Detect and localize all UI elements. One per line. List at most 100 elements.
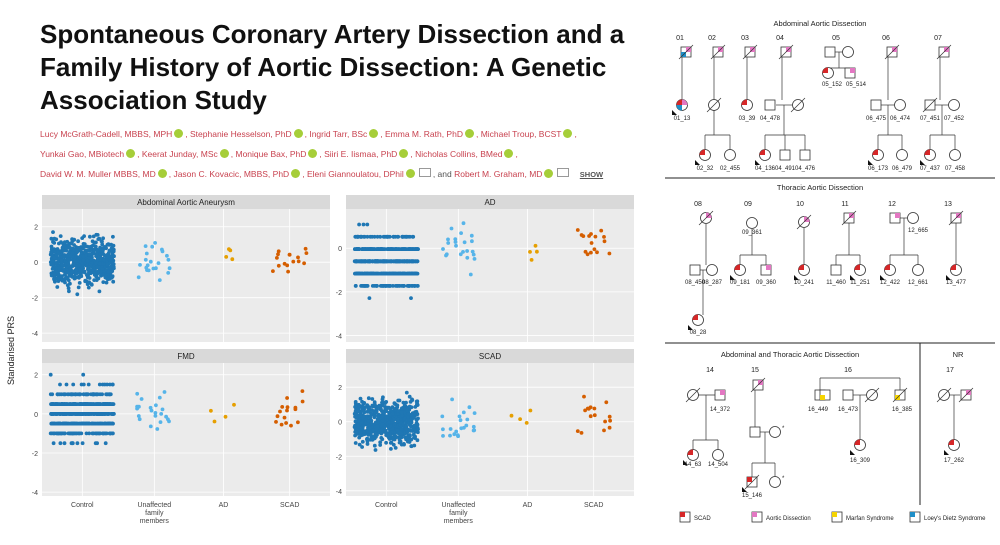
author-list: Lucy McGrath-Cadell, MBBS, MPH, Stephani… xyxy=(40,129,604,179)
data-point xyxy=(48,372,53,377)
author-link[interactable]: David W. M. Muller MBBS, MD xyxy=(40,169,169,179)
data-point xyxy=(167,266,172,271)
orcid-icon[interactable] xyxy=(174,129,184,138)
pedigree-line xyxy=(706,97,722,113)
pedigree-line xyxy=(948,210,964,226)
author-link[interactable]: Emma M. Rath, PhD xyxy=(385,129,476,139)
data-point xyxy=(607,414,612,419)
orcid-icon[interactable] xyxy=(308,149,318,158)
data-point xyxy=(157,395,162,400)
author-link[interactable]: Keerat Junday, MSc xyxy=(142,149,231,159)
data-point xyxy=(593,234,598,239)
author-link[interactable]: Ingrid Tarr, BSc xyxy=(309,129,380,139)
orcid-icon[interactable] xyxy=(219,149,229,158)
data-point xyxy=(385,433,390,438)
data-point xyxy=(403,247,407,252)
data-point xyxy=(66,257,71,261)
data-point xyxy=(365,234,370,239)
data-point xyxy=(50,259,55,264)
data-point xyxy=(397,437,402,442)
author-link[interactable]: Michael Troup, BCST xyxy=(481,129,575,139)
author-link[interactable]: Eleni Giannoulatou, DPhil xyxy=(307,168,433,179)
female-symbol xyxy=(706,264,718,276)
orcid-icon[interactable] xyxy=(405,169,415,178)
data-point xyxy=(359,421,364,425)
x-tick-label: Unaffected family members xyxy=(137,502,171,525)
orcid-icon[interactable] xyxy=(157,169,167,178)
data-point xyxy=(602,239,607,244)
proband-arrow xyxy=(683,460,688,465)
data-point xyxy=(393,446,398,450)
data-point xyxy=(66,286,71,291)
data-point xyxy=(380,419,385,423)
mail-icon[interactable] xyxy=(418,168,431,177)
data-point xyxy=(78,412,83,416)
data-point xyxy=(136,414,141,418)
data-point xyxy=(85,421,89,426)
orcid-icon[interactable] xyxy=(563,129,573,138)
data-point xyxy=(64,245,68,250)
data-point xyxy=(84,431,89,436)
data-point xyxy=(97,261,102,266)
data-point xyxy=(360,445,364,449)
data-point xyxy=(166,271,171,275)
data-point xyxy=(104,246,108,251)
author-link[interactable]: Stephanie Hesselson, PhD xyxy=(190,129,305,139)
data-point xyxy=(72,243,76,247)
data-point xyxy=(372,415,377,420)
data-point xyxy=(389,447,393,451)
data-point xyxy=(374,409,379,414)
orcid-icon[interactable] xyxy=(399,149,409,158)
data-point xyxy=(160,247,164,252)
data-point xyxy=(461,250,465,254)
author-link[interactable]: Robert M. Graham, MD xyxy=(454,168,571,179)
data-point xyxy=(529,258,534,262)
show-more-link[interactable]: SHOW xyxy=(579,170,604,179)
author-link[interactable]: Yunkai Gao, MBiotech xyxy=(40,149,137,159)
marfan-fill xyxy=(820,395,825,400)
orcid-icon[interactable] xyxy=(291,169,301,178)
data-point xyxy=(415,401,419,406)
orcid-icon[interactable] xyxy=(293,129,303,138)
author-link[interactable]: Nicholas Collins, BMed xyxy=(415,149,515,159)
data-point xyxy=(106,269,111,274)
data-point xyxy=(356,408,360,413)
author-link[interactable]: Siiri E. Iismaa, PhD xyxy=(324,149,410,159)
data-point xyxy=(67,289,71,294)
data-point xyxy=(136,275,141,280)
orcid-icon[interactable] xyxy=(369,129,379,138)
author-link[interactable]: Jason C. Kovacic, MBBS, PhD xyxy=(173,169,302,179)
data-point xyxy=(378,440,383,445)
facet-title: FMD xyxy=(177,352,195,361)
orcid-icon[interactable] xyxy=(464,129,474,138)
author-link[interactable]: Monique Bax, PhD xyxy=(236,149,320,159)
female-symbol xyxy=(948,99,960,111)
data-point xyxy=(467,405,472,410)
data-point xyxy=(62,421,67,426)
pedigree-line xyxy=(750,377,766,393)
legend-label: Loey's Dietz Syndrome xyxy=(924,516,986,522)
pedigree-label: 07_437 xyxy=(920,166,941,172)
data-point xyxy=(304,251,309,256)
orcid-icon[interactable] xyxy=(126,149,136,158)
data-point xyxy=(408,247,413,252)
pedigree-line xyxy=(742,44,758,60)
orcid-icon[interactable] xyxy=(504,149,514,158)
data-point xyxy=(398,259,403,264)
data-point xyxy=(413,247,418,252)
x-tick-label: Control xyxy=(71,502,94,509)
data-point xyxy=(90,431,95,436)
data-point xyxy=(362,234,366,239)
data-point xyxy=(77,402,82,406)
data-point xyxy=(354,402,358,407)
data-point xyxy=(401,400,406,405)
mail-icon[interactable] xyxy=(557,168,570,177)
pedigree-label: 04_478 xyxy=(760,116,781,122)
data-point xyxy=(461,221,466,226)
data-point xyxy=(407,271,412,276)
data-point xyxy=(365,442,370,446)
data-point xyxy=(92,278,97,282)
author-link[interactable]: Lucy McGrath-Cadell, MBBS, MPH xyxy=(40,129,185,139)
orcid-icon[interactable] xyxy=(544,169,554,178)
data-point xyxy=(367,296,372,300)
